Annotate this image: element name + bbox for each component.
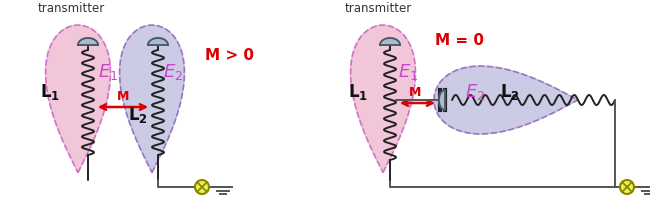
Text: $\mathbf{L_1}$: $\mathbf{L_1}$ [40, 82, 60, 102]
Polygon shape [434, 66, 578, 134]
Text: transmitter: transmitter [38, 2, 105, 15]
Circle shape [195, 180, 209, 194]
Polygon shape [148, 38, 168, 45]
Text: $E_2$: $E_2$ [465, 82, 485, 102]
Text: M: M [117, 90, 129, 103]
Text: $\mathbf{L_2}$: $\mathbf{L_2}$ [500, 82, 520, 102]
Text: M: M [409, 86, 421, 99]
Polygon shape [120, 25, 185, 173]
Polygon shape [350, 25, 415, 173]
Polygon shape [380, 38, 400, 45]
Text: $E_1$: $E_1$ [98, 62, 118, 82]
Polygon shape [439, 90, 445, 110]
Text: M = 0: M = 0 [435, 33, 484, 48]
Circle shape [620, 180, 634, 194]
Text: $\mathbf{L_2}$: $\mathbf{L_2}$ [128, 105, 148, 125]
Polygon shape [46, 25, 110, 173]
Text: M > 0: M > 0 [205, 48, 254, 63]
Text: $\mathbf{L_1}$: $\mathbf{L_1}$ [348, 82, 368, 102]
Text: transmitter: transmitter [345, 2, 412, 15]
Text: $E_2$: $E_2$ [163, 62, 183, 82]
Polygon shape [78, 38, 98, 45]
Text: $E_1$: $E_1$ [398, 62, 418, 82]
